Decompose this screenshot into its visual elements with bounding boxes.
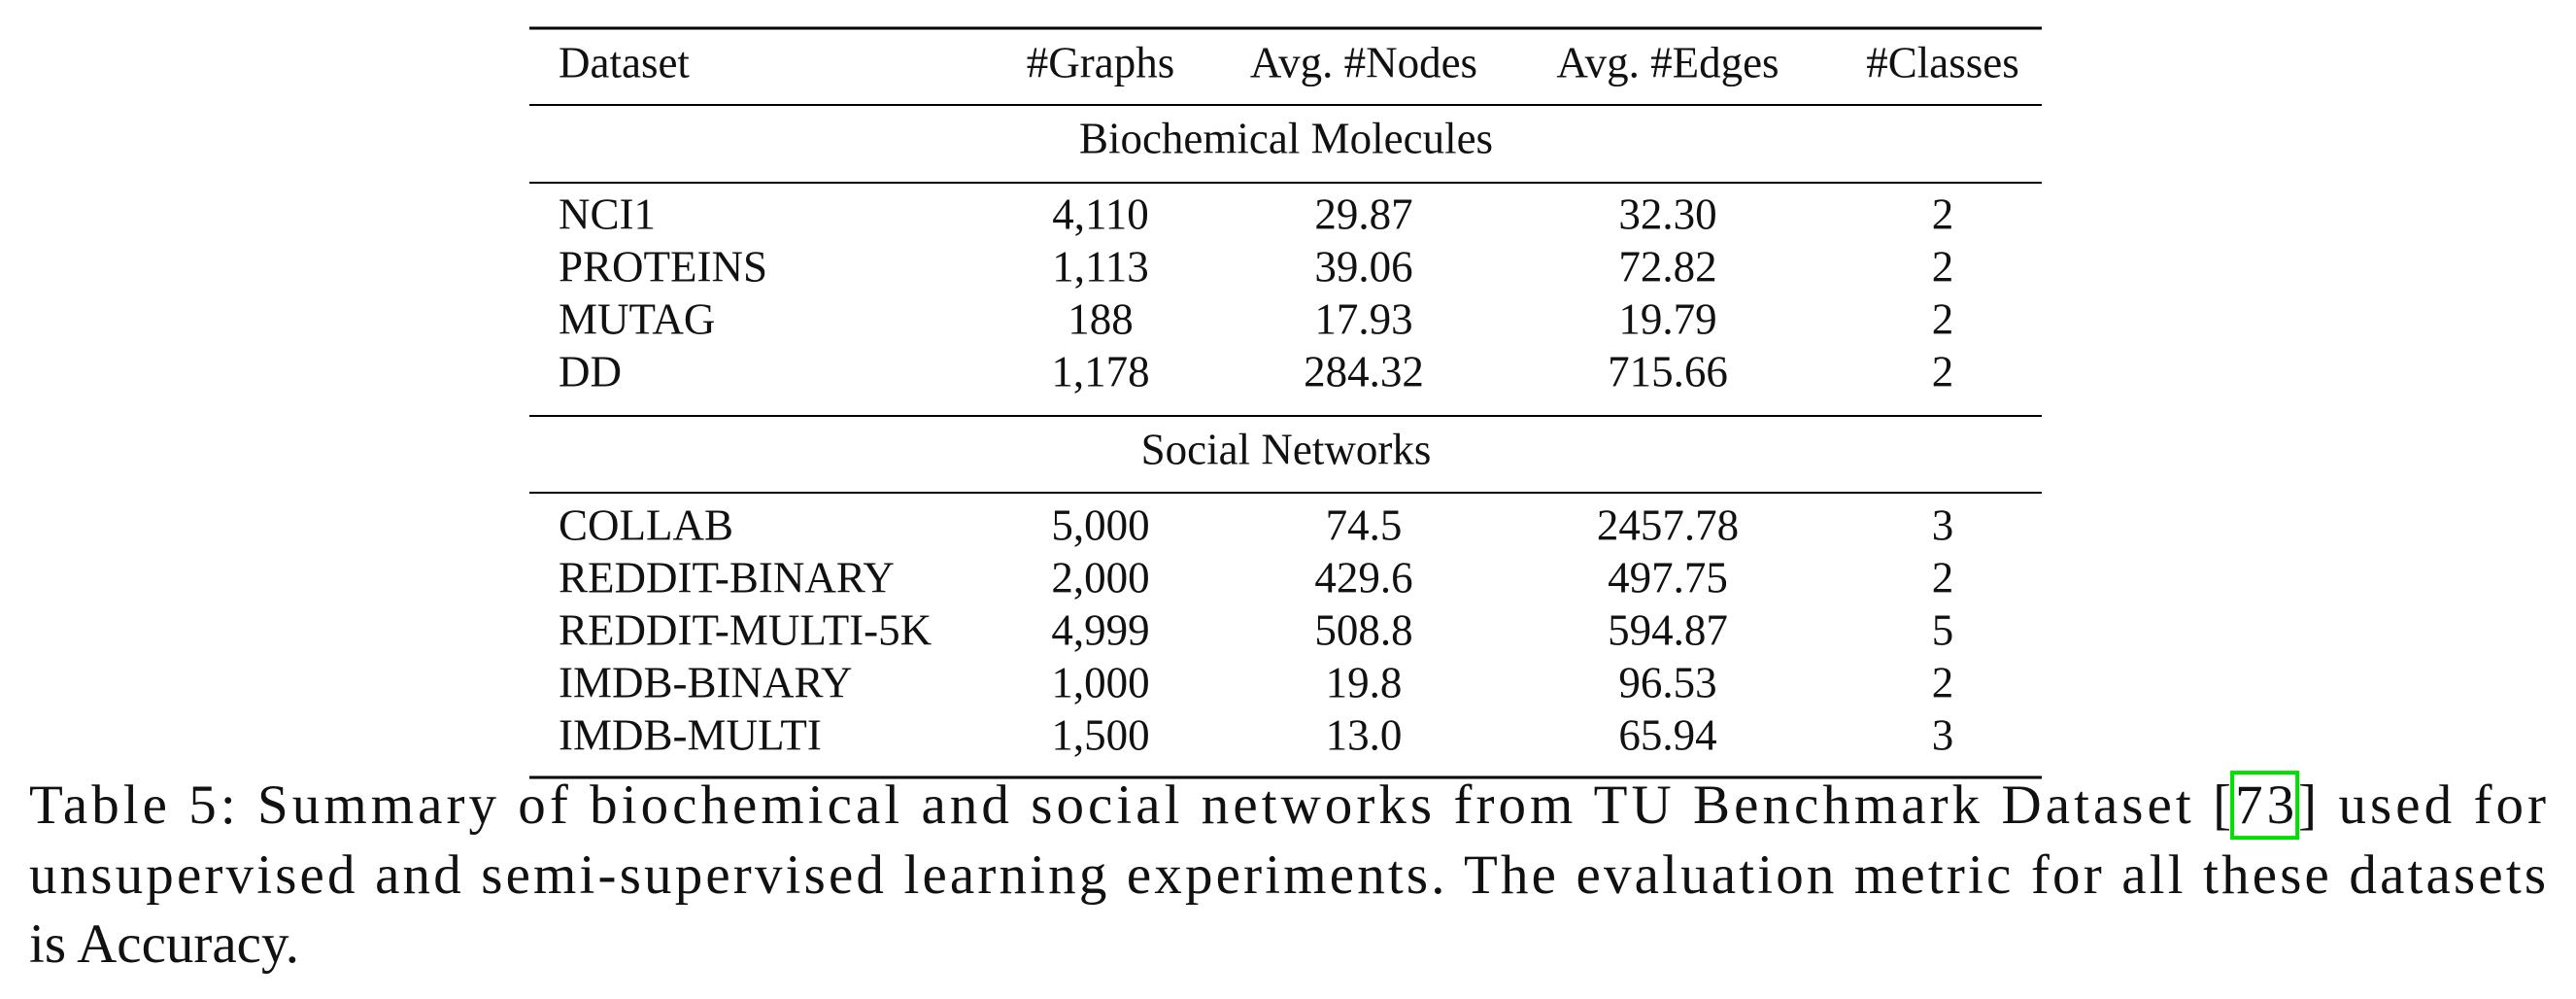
caption-line: unsupervised and semi-supervised learnin…: [29, 844, 2546, 906]
table-cell: 2: [1932, 347, 1954, 396]
caption-text: Table 5: Summary of biochemical and soci…: [29, 775, 2231, 836]
row-label: IMDB-MULTI: [559, 710, 822, 759]
table-cell: 39.06: [1314, 242, 1412, 291]
table-cell: 4,110: [1052, 189, 1149, 238]
table-cell: 1,500: [1051, 710, 1149, 759]
table-cell: 188: [1068, 294, 1134, 343]
table: Dataset #Graphs Avg. #Nodes Avg. #Edges #Cla…: [559, 38, 2019, 759]
table-cell: 1,113: [1052, 242, 1149, 291]
column-header: Dataset: [559, 38, 690, 86]
row-label: PROTEINS: [559, 242, 767, 291]
column-header: #Classes: [1866, 38, 2019, 86]
table-cell: 19.79: [1618, 294, 1716, 343]
table-cell: 2: [1932, 658, 1954, 706]
row-label: REDDIT-BINARY: [559, 553, 895, 602]
table-cell: 96.53: [1618, 658, 1716, 706]
table-cell: 19.8: [1326, 658, 1403, 706]
table-cell: 2,000: [1051, 553, 1149, 602]
table-cell: 65.94: [1618, 710, 1716, 759]
table-cell: 429.6: [1314, 553, 1412, 602]
row-label: IMDB-BINARY: [559, 658, 853, 706]
table-cell: 74.5: [1326, 500, 1403, 549]
table-cell: 2: [1932, 189, 1954, 238]
table-cell: 2: [1932, 553, 1954, 602]
table-cell: 2: [1932, 294, 1954, 343]
table-cell: 13.0: [1326, 710, 1403, 759]
caption-text: ] used for: [2298, 775, 2546, 836]
row-label: REDDIT-MULTI-5K: [559, 605, 932, 654]
table-cell: 4,999: [1051, 605, 1149, 654]
table-cell: 3: [1932, 500, 1954, 549]
citation[interactable]: 73: [2235, 775, 2294, 836]
row-label: DD: [559, 347, 622, 396]
group-title: Social Networks: [1141, 425, 1432, 473]
table-cell: 1,000: [1051, 658, 1149, 706]
table-cell: 508.8: [1314, 605, 1412, 654]
row-label: MUTAG: [559, 294, 715, 343]
row-label: NCI1: [559, 189, 656, 238]
table-cell: 5,000: [1051, 500, 1149, 549]
citation-box: [2230, 771, 2300, 841]
table-cell: 594.87: [1608, 605, 1728, 654]
table-cell: 1,178: [1051, 347, 1149, 396]
column-header: Avg. #Edges: [1556, 38, 1779, 86]
table-cell: 29.87: [1314, 189, 1412, 238]
row-label: COLLAB: [559, 500, 733, 549]
table-cell: 2: [1932, 242, 1954, 291]
table-cell: 5: [1932, 605, 1954, 654]
table-cell: 284.32: [1304, 347, 1424, 396]
table-cell: 32.30: [1618, 189, 1716, 238]
caption-line: Table 5: Summary of biochemical and soci…: [29, 775, 2546, 836]
table-cell: 17.93: [1314, 294, 1412, 343]
table-cell: 497.75: [1608, 553, 1728, 602]
table-cell: 715.66: [1608, 347, 1728, 396]
table-cell: 3: [1932, 710, 1954, 759]
table-cell: 2457.78: [1597, 500, 1739, 549]
caption: Table 5: Summary of biochemical and soci…: [29, 771, 2546, 975]
column-header: #Graphs: [1027, 38, 1174, 86]
caption-line: is Accuracy.: [29, 913, 299, 975]
table-cell: 72.82: [1618, 242, 1716, 291]
group-title: Biochemical Molecules: [1079, 114, 1493, 162]
column-header: Avg. #Nodes: [1250, 38, 1477, 86]
